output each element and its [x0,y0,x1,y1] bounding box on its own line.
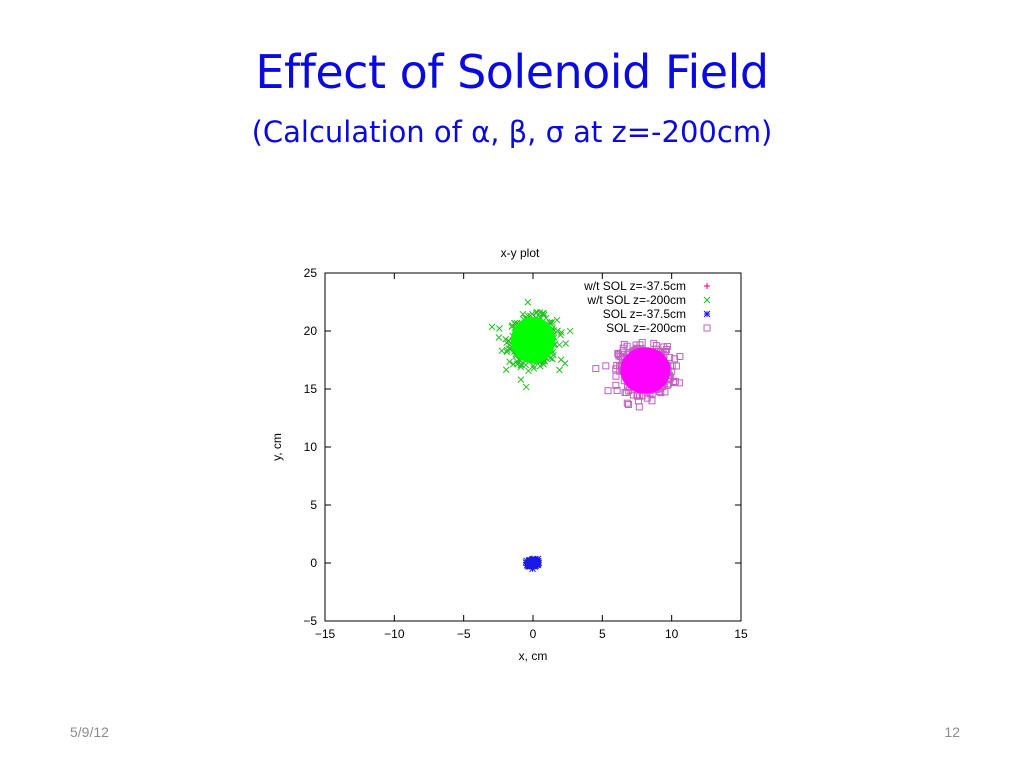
footer-date: 5/9/12 [70,724,109,740]
data-point-cross [517,376,525,383]
data-point-square [625,400,633,408]
legend-marker [703,310,711,318]
data-point-square [703,324,711,332]
legend-label: w/t SOL z=-37.5cm [583,279,686,293]
x-tick-label: −5 [457,627,471,641]
data-point-cross [502,366,510,374]
data-point-star [523,557,531,565]
data-point-star [525,562,532,570]
data-point-cross [522,383,530,391]
data-point-square [604,387,612,395]
chart-title: x-y plot [501,246,540,260]
x-tick-label: −15 [315,627,336,641]
data-point-cross [498,347,506,355]
axis-ticks: −15 −10 −5 0 5 10 15 −5 0 5 10 15 20 25 [303,266,748,641]
data-point-cross [488,323,496,331]
data-point-cross [495,334,503,341]
footer-page-number: 12 [944,724,960,740]
data-point-cross [548,355,556,363]
y-tick-label: 0 [310,556,317,570]
data-point-cross [525,367,532,375]
slide-title: Effect of Solenoid Field [255,45,769,99]
data-point-star [534,558,542,565]
origin-cluster-core [528,558,538,568]
data-point-cross [513,360,521,368]
y-tick-label: 25 [304,266,318,280]
legend-marker [703,296,711,304]
data-point-square [592,365,600,373]
data-point-cross [502,335,510,343]
data-point-cross [496,325,503,332]
data-point-square [623,342,631,350]
data-point-cross [519,310,527,318]
data-point-cross [540,311,548,319]
data-point-square [672,362,680,370]
legend-marker [704,283,710,289]
scatter-points [488,298,684,573]
legend-label: SOL z=-200cm [606,321,686,335]
data-point-square [634,392,642,400]
data-point-star [535,559,543,567]
data-point-cross [566,327,574,335]
data-point-cross [557,331,564,339]
y-tick-label: 5 [310,498,317,512]
slide-subtitle: (Calculation of α, β, σ at z=-200cm) [251,115,773,149]
xy-scatter-chart: x-y plot −15 −10 −5 0 5 10 15 −5 0 5 10 15 20 25 w/t … [270,246,748,663]
data-point-square [623,399,631,407]
data-point-square [612,381,620,389]
data-point-cross [536,309,544,316]
y-axis-label: y, cm [270,433,284,461]
data-point-square [638,339,646,347]
dense-point-cloud [620,347,671,394]
data-point-cross [703,296,711,304]
data-point-star [703,310,711,318]
data-point-square [619,344,627,352]
y-tick-label: 20 [304,324,318,338]
data-point-cross [524,298,532,306]
y-tick-label: 15 [304,382,318,396]
data-point-square [676,379,684,387]
data-point-square [671,355,679,363]
dense-point-cloud [510,317,556,364]
legend-marker [703,324,711,332]
data-point-square [635,403,643,411]
x-tick-label: −10 [384,627,405,641]
data-point-plus [704,283,710,289]
data-point-square [621,389,629,397]
y-tick-label: −5 [303,614,317,628]
data-point-cross [530,365,538,372]
data-point-square [634,397,642,405]
data-point-cross [506,358,513,366]
data-point-star [523,562,531,569]
data-point-cross [553,316,561,324]
x-tick-label: 10 [665,627,679,641]
x-tick-label: 0 [530,627,537,641]
data-point-square [613,386,621,394]
data-point-square [663,343,671,351]
x-tick-label: 15 [734,627,748,641]
x-tick-label: 5 [599,627,606,641]
data-point-square [602,362,610,370]
x-axis-label: x, cm [519,649,548,663]
legend-label: w/t SOL z=-200cm [586,293,686,307]
data-point-cross [542,314,550,322]
data-point-cross [556,366,563,374]
data-point-cross [503,348,511,356]
legend-label: SOL z=-37.5cm [603,307,686,321]
data-point-square [676,352,684,360]
y-tick-label: 10 [304,440,318,454]
data-point-cross [536,362,544,370]
data-point-cross [557,356,565,364]
data-point-cross [562,340,570,347]
data-point-square [612,372,620,380]
